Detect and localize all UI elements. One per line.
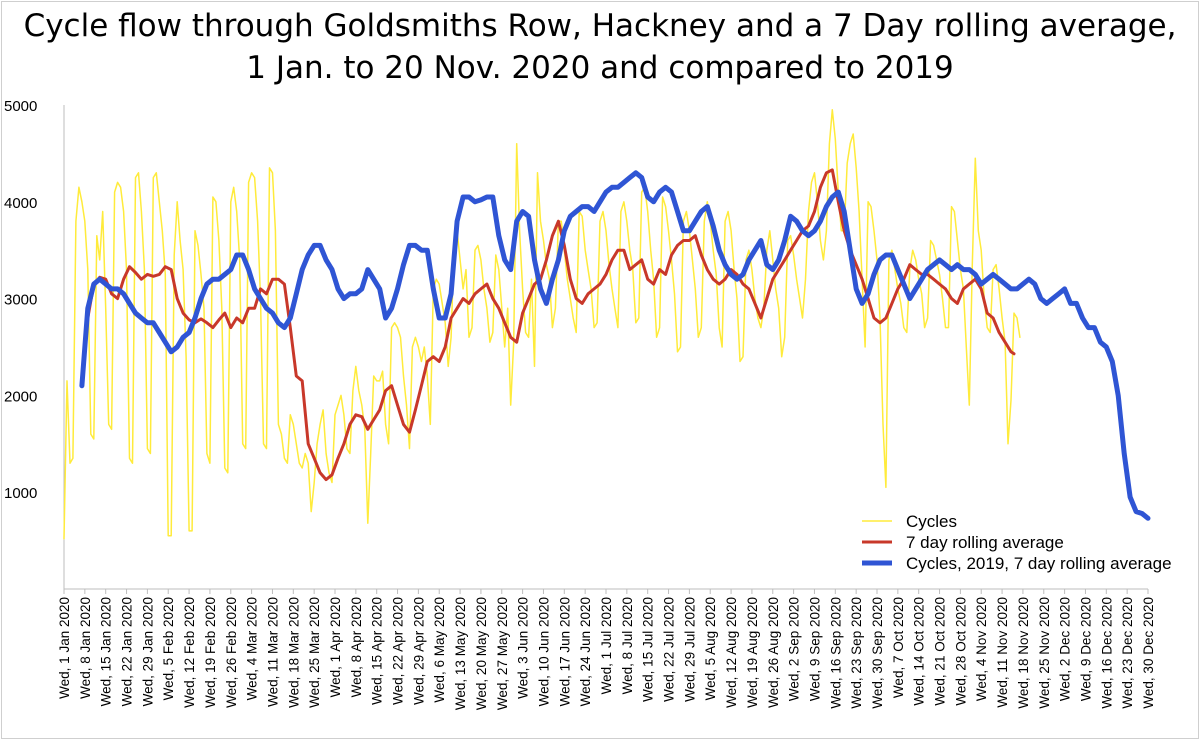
- x-tick-label: Wed, 29 Jan 2020: [140, 597, 155, 706]
- x-tick-label: Wed, 1 Jul 2020: [599, 597, 614, 694]
- x-tick-label: Wed, 25 Nov 2020: [1037, 597, 1052, 709]
- y-tick-label: 1000: [4, 485, 37, 502]
- series-layer: [63, 109, 1151, 540]
- x-tick-label: Wed, 28 Oct 2020: [953, 597, 968, 706]
- series-line-3: [79, 170, 1151, 521]
- x-tick-label: Wed, 4 Nov 2020: [974, 597, 989, 701]
- y-tick-label: 3000: [4, 292, 37, 309]
- x-tick-label: Wed, 7 Oct 2020: [891, 597, 906, 698]
- x-tick-label: Wed, 14 Oct 2020: [912, 597, 927, 706]
- x-tick-label: Wed, 8 Jan 2020: [78, 597, 93, 699]
- x-tick-label: Wed, 17 Jun 2020: [557, 597, 572, 706]
- x-tick-label: Wed, 23 Dec 2020: [1120, 597, 1135, 709]
- x-tick-label: Wed, 18 Nov 2020: [1016, 597, 1031, 709]
- x-tick-label: Wed, 30 Sep 2020: [870, 597, 885, 709]
- series-line-2: [80, 168, 1016, 482]
- legend-label-3: Cycles, 2019, 7 day rolling average: [906, 554, 1172, 573]
- x-tick-label: Wed, 15 Jul 2020: [641, 597, 656, 702]
- legend-label-1: Cycles: [906, 512, 957, 531]
- x-tick-label: Wed, 22 Jan 2020: [120, 597, 135, 706]
- x-tick-label: Wed, 5 Aug 2020: [703, 597, 718, 700]
- x-tick-label: Wed, 8 Apr 2020: [349, 597, 364, 697]
- x-tick-label: Wed, 25 Mar 2020: [307, 597, 322, 708]
- x-tick-label: Wed, 5 Feb 2020: [161, 597, 176, 700]
- x-tick-label: Wed, 11 Nov 2020: [995, 597, 1010, 708]
- x-tick-label: Wed, 30 Dec 2020: [1141, 597, 1156, 709]
- x-tick-label: Wed, 29 Jul 2020: [682, 597, 697, 702]
- x-tick-label: Wed, 24 Jun 2020: [578, 597, 593, 706]
- x-tick-label: Wed, 1 Apr 2020: [328, 597, 343, 697]
- x-tick-label: Wed, 4 Mar 2020: [245, 597, 260, 700]
- x-tick-label: Wed, 29 Apr 2020: [411, 597, 426, 705]
- chart-title-line-2: 1 Jan. to 20 Nov. 2020 and compared to 2…: [246, 50, 954, 86]
- x-tick-label: Wed, 23 Sep 2020: [849, 597, 864, 709]
- x-tick-label: Wed, 12 Feb 2020: [182, 597, 197, 708]
- x-tick-label: Wed, 2 Sep 2020: [787, 597, 802, 701]
- x-tick-label: Wed, 9 Sep 2020: [807, 597, 822, 701]
- x-tick-label: Wed, 16 Sep 2020: [828, 597, 843, 709]
- x-tick-label: Wed, 26 Aug 2020: [766, 597, 781, 708]
- chart-title-line-1: Cycle flow through Goldsmiths Row, Hackn…: [23, 8, 1177, 44]
- x-tick-label: Wed, 15 Jan 2020: [99, 597, 114, 706]
- x-tick-label: Wed, 6 May 2020: [432, 597, 447, 703]
- y-tick-label: 2000: [4, 388, 37, 405]
- x-tick-label: Wed, 21 Oct 2020: [933, 597, 948, 706]
- x-tick-label: Wed, 15 Apr 2020: [370, 597, 385, 705]
- x-tick-label: Wed, 10 Jun 2020: [536, 597, 551, 706]
- x-tick-label: Wed, 3 Jun 2020: [516, 597, 531, 699]
- y-tick-label: 5000: [4, 98, 37, 115]
- legend-label-2: 7 day rolling average: [906, 533, 1064, 552]
- x-tick-label: Wed, 9 Dec 2020: [1078, 597, 1093, 701]
- x-tick-label: Wed, 27 May 2020: [495, 597, 510, 710]
- x-tick-label: Wed, 19 Aug 2020: [745, 597, 760, 708]
- x-tick-label: Wed, 11 Mar 2020: [265, 597, 280, 707]
- x-tick-label: Wed, 12 Aug 2020: [724, 597, 739, 708]
- axes: 1000 2000 3000 4000 5000 Wed, 1 Jan 2020 Wed, …: [4, 98, 1156, 710]
- x-tick-label: Wed, 13 May 2020: [453, 597, 468, 710]
- x-tick-label: Wed, 22 Apr 2020: [391, 597, 406, 705]
- y-tick-label: 4000: [4, 195, 37, 212]
- x-tick-label: Wed, 18 Mar 2020: [286, 597, 301, 708]
- x-tick-label: Wed, 20 May 2020: [474, 597, 489, 710]
- x-tick-label: Wed, 1 Jan 2020: [57, 597, 72, 699]
- x-tick-label: Wed, 2 Dec 2020: [1058, 597, 1073, 701]
- x-tick-label: Wed, 26 Feb 2020: [224, 597, 239, 708]
- series-line-1: [63, 109, 1021, 540]
- x-tick-label: Wed, 16 Dec 2020: [1099, 597, 1114, 709]
- x-tick-label: Wed, 8 Jul 2020: [620, 597, 635, 694]
- legend: Cycles 7 day rolling average Cycles, 2019,…: [862, 512, 1172, 573]
- x-tick-label: Wed, 19 Feb 2020: [203, 597, 218, 708]
- x-tick-label: Wed, 22 Jul 2020: [662, 597, 677, 702]
